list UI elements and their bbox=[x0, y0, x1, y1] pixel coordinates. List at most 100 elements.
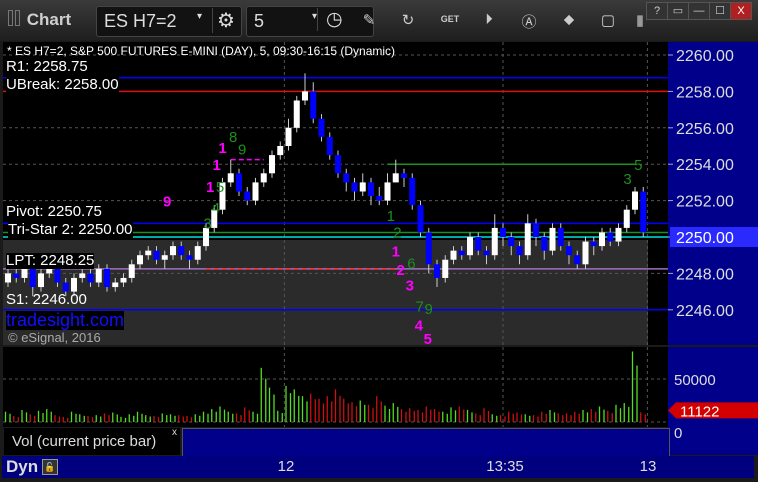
comment-icon[interactable]: ▢ bbox=[600, 12, 616, 29]
more-icon[interactable]: ▮ bbox=[635, 12, 645, 29]
setup-count-marker: 6 bbox=[407, 255, 415, 272]
setup-count-marker: 7 bbox=[416, 298, 424, 315]
setup-count-marker: 3 bbox=[203, 215, 211, 232]
time-tick-label: 13 bbox=[639, 458, 657, 475]
candle-body bbox=[178, 246, 185, 256]
app-title: Chart bbox=[8, 10, 71, 30]
gear-icon[interactable]: ⚙ bbox=[212, 8, 235, 33]
interval-value: 5 bbox=[254, 11, 265, 31]
drag-grip-icon[interactable] bbox=[8, 10, 13, 26]
drag-grip-icon[interactable] bbox=[15, 10, 20, 26]
candle-body bbox=[599, 232, 605, 247]
interval-selector[interactable]: 5 ▾ ◷ bbox=[246, 6, 374, 37]
candle-body bbox=[401, 173, 407, 178]
price-tick-label: 2260.00 bbox=[676, 48, 734, 65]
candle-body bbox=[112, 282, 119, 288]
candle-body bbox=[285, 127, 292, 146]
candle-body bbox=[533, 223, 539, 237]
maximize-button[interactable]: ☐ bbox=[710, 3, 731, 19]
candle-body bbox=[29, 268, 36, 288]
alert-icon[interactable]: Ⓐ bbox=[521, 14, 537, 31]
candle-body bbox=[95, 268, 102, 283]
volume-study-label: Vol (current price bar) x bbox=[4, 427, 180, 455]
setup-count-marker: 9 bbox=[238, 142, 246, 159]
candle-body bbox=[359, 182, 366, 192]
candle-body bbox=[277, 146, 284, 156]
candle-body bbox=[87, 273, 94, 283]
candle-body bbox=[467, 237, 473, 256]
help-button[interactable]: ? bbox=[647, 3, 668, 19]
candle-body bbox=[120, 277, 127, 283]
candle-body bbox=[549, 227, 556, 251]
candle-body bbox=[343, 173, 350, 183]
link-icon[interactable]: ⬥ bbox=[563, 11, 575, 28]
dyn-mode-button[interactable]: Dyn bbox=[6, 457, 39, 476]
candle-body bbox=[384, 182, 391, 201]
setup-count-marker: 5 bbox=[216, 179, 224, 196]
lpt-label: LPT: 2248.25 bbox=[6, 252, 95, 269]
restore-button[interactable]: ▭ bbox=[668, 3, 689, 19]
candle-body bbox=[582, 241, 589, 265]
dropdown-arrow-icon[interactable]: ▾ bbox=[197, 11, 203, 22]
get-icon[interactable]: GET bbox=[440, 14, 460, 24]
candle-body bbox=[632, 191, 638, 210]
current-volume-label: 11122 bbox=[680, 403, 720, 420]
r1-label: R1: 2258.75 bbox=[6, 58, 88, 75]
candle-body bbox=[21, 268, 28, 278]
candle-body bbox=[170, 246, 176, 256]
pencil-icon[interactable]: ✎ bbox=[362, 12, 376, 29]
candle-body bbox=[104, 268, 110, 288]
setup-count-marker: 1 bbox=[206, 179, 214, 196]
candle-body bbox=[475, 237, 482, 251]
candle-body bbox=[62, 282, 69, 292]
candle-body bbox=[557, 227, 564, 247]
minimize-button[interactable]: — bbox=[689, 3, 710, 19]
clock-icon[interactable]: ◷ bbox=[317, 8, 343, 31]
setup-count-marker: 9 bbox=[163, 194, 171, 211]
symbol-selector[interactable]: ES H7=2 ▾ ⚙ bbox=[96, 6, 242, 37]
candle-body bbox=[623, 209, 630, 228]
candle-body bbox=[211, 209, 218, 228]
volume-tick-label: 0 bbox=[674, 425, 682, 442]
time-tick-label: 13:35 bbox=[486, 458, 524, 475]
price-tick-label: 2254.00 bbox=[676, 157, 734, 174]
candle-body bbox=[302, 91, 308, 101]
refresh-icon[interactable]: ↻ bbox=[401, 12, 415, 29]
candle-body bbox=[335, 155, 341, 174]
setup-count-marker: 3 bbox=[623, 171, 631, 188]
candle-body bbox=[38, 273, 44, 288]
candle-body bbox=[186, 255, 193, 260]
candle-body bbox=[458, 250, 465, 256]
candle-body bbox=[541, 237, 548, 251]
title-bar: Chart ES H7=2 ▾ ⚙ 5 ▾ ◷ ✎ ↻ GET ⏵ Ⓐ ⬥ ▢ … bbox=[0, 0, 758, 41]
setup-count-marker: 2 bbox=[393, 225, 401, 242]
candle-body bbox=[590, 241, 597, 247]
window-controls: ? ▭ — ☐ X bbox=[646, 2, 752, 20]
candle-body bbox=[269, 155, 275, 174]
setup-count-marker: 5 bbox=[634, 157, 642, 174]
price-tick-label: 2256.00 bbox=[676, 121, 734, 138]
candle-body bbox=[71, 277, 77, 292]
lock-icon[interactable]: 🔓 bbox=[42, 459, 58, 475]
candle-body bbox=[236, 173, 242, 192]
candle-body bbox=[318, 118, 325, 137]
setup-count-marker: 1 bbox=[392, 244, 400, 261]
candle-body bbox=[574, 255, 581, 265]
setup-count-marker: 1 bbox=[387, 208, 395, 225]
price-tick-label: 2246.00 bbox=[676, 303, 734, 320]
app-title-text: Chart bbox=[26, 10, 72, 29]
candle-body bbox=[516, 246, 523, 256]
close-button[interactable]: X bbox=[731, 3, 751, 19]
dropdown-arrow-icon[interactable]: ▾ bbox=[312, 11, 318, 22]
volume-study-bar bbox=[182, 428, 670, 457]
candle-body bbox=[409, 177, 416, 206]
ubreak-label: UBreak: 2258.00 bbox=[6, 76, 119, 93]
close-study-button[interactable]: x bbox=[172, 427, 177, 438]
candle-body bbox=[368, 182, 374, 197]
candle-body bbox=[483, 250, 490, 256]
tristar-label: Tri-Star 2: 2250.00 bbox=[8, 221, 133, 238]
play-icon[interactable]: ⏵ bbox=[485, 11, 493, 28]
candle-body bbox=[351, 182, 358, 192]
time-axis[interactable]: Dyn 🔓 12 13:35 13 bbox=[2, 456, 754, 478]
